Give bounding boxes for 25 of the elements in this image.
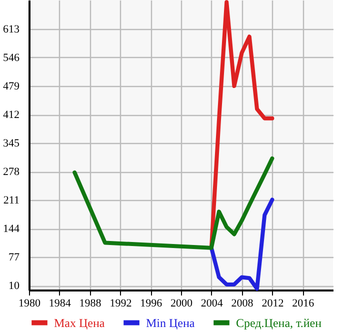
x-tick-label: 2000 xyxy=(170,298,193,310)
x-tick-label: 1988 xyxy=(79,298,102,310)
y-tick-label: 613 xyxy=(3,23,20,36)
line-series xyxy=(72,156,274,250)
y-tick-label: 479 xyxy=(3,80,20,93)
y-tick-label: 10 xyxy=(8,280,20,292)
x-tick-label: 1996 xyxy=(140,298,163,310)
x-tick-label: 1992 xyxy=(110,298,132,310)
x-tick-label: 1984 xyxy=(48,298,72,310)
y-tick-label: 546 xyxy=(3,52,20,64)
x-tick-label: 2008 xyxy=(231,298,254,310)
x-tick-label: 2004 xyxy=(200,298,224,310)
legend-label: Max Цена xyxy=(54,316,106,330)
y-tick-label: 345 xyxy=(3,138,20,150)
x-tick-label: 2012 xyxy=(262,298,284,310)
y-tick-label: 77 xyxy=(8,252,20,264)
y-tick-label: 412 xyxy=(3,109,20,122)
legend-label: Min Цена xyxy=(146,316,196,330)
line-series xyxy=(209,198,274,291)
x-tick-label: 2016 xyxy=(292,298,315,310)
x-tick-label: 1980 xyxy=(18,298,41,310)
y-tick-label: 211 xyxy=(3,194,20,207)
legend-label: Сред.Цена, т.йен xyxy=(236,316,322,330)
y-tick-label: 278 xyxy=(3,166,20,178)
y-tick-label: 144 xyxy=(3,223,20,236)
